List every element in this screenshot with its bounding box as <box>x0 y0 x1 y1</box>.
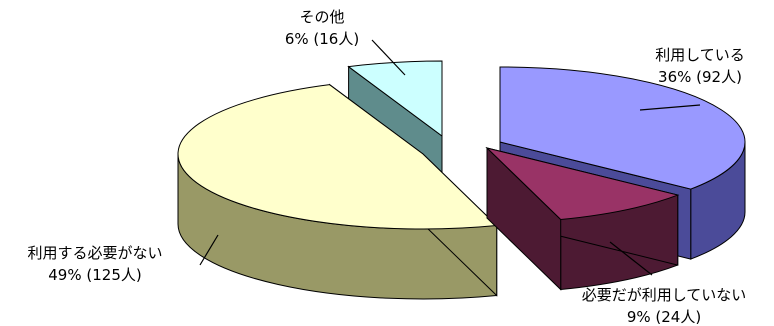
leader-line-needed-not-using <box>609 241 653 276</box>
slice-name-label: 必要だが利用していない <box>582 286 747 304</box>
leader-line-not-needed <box>199 234 219 266</box>
slice-label-using: 利用している 36% (92人) <box>655 46 745 86</box>
slice-label-other: その他 6% (16人) <box>285 8 359 48</box>
pie-slice-top <box>177 84 498 230</box>
leader-line-other <box>371 39 406 76</box>
slice-value-label: 49% (125人) <box>48 266 141 284</box>
pie-slice-top <box>485 147 680 221</box>
slice-value-label: 9% (24人) <box>627 308 701 326</box>
slice-value-label: 6% (16人) <box>285 30 359 48</box>
leader-line-using <box>639 104 701 111</box>
slice-name-label: その他 <box>299 8 344 26</box>
slice-name-label: 利用している <box>655 46 745 64</box>
pie-slice-top <box>347 60 443 137</box>
pie-slice-not-needed <box>177 83 498 300</box>
slice-name-label: 利用する必要がない <box>27 244 162 262</box>
slice-label-needed-not-using: 必要だが利用していない 9% (24人) <box>582 286 747 326</box>
slice-label-not-needed: 利用する必要がない 49% (125人) <box>27 244 162 284</box>
pie-slice-needed-not-using <box>485 146 680 291</box>
pie-slice-top <box>499 66 746 190</box>
slice-value-label: 36% (92人) <box>658 68 742 86</box>
